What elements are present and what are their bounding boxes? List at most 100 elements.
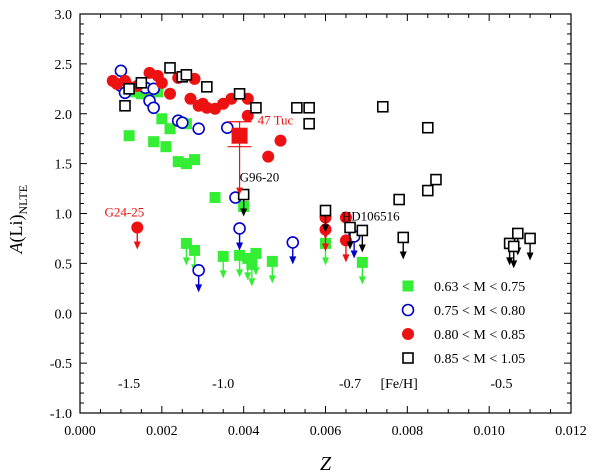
limit-arrow-head xyxy=(399,251,407,260)
y-tick-label: 2.5 xyxy=(55,58,73,73)
annotation-label: G24-25 xyxy=(105,204,145,219)
data-marks-group: 47 Tuc xyxy=(106,62,536,293)
upper-limit-arrow xyxy=(236,232,244,251)
limit-arrow-head xyxy=(240,208,248,217)
legend-marker xyxy=(401,303,415,317)
x-tick-label: 0.008 xyxy=(392,424,424,439)
limit-arrow-head xyxy=(252,267,260,276)
upper-limit-point xyxy=(507,240,520,253)
y-tick-label: -0.5 xyxy=(50,357,72,372)
upper-limit-arrow xyxy=(236,259,244,278)
data-point xyxy=(147,82,160,96)
upper-limit-point xyxy=(180,237,192,249)
data-point xyxy=(221,121,234,135)
upper-limit-point xyxy=(233,222,246,235)
highlight-marker xyxy=(231,127,248,144)
limit-arrow-head xyxy=(322,243,329,252)
upper-limit-arrow xyxy=(252,257,260,276)
upper-limit-point xyxy=(397,231,410,244)
data-point xyxy=(201,81,213,93)
data-point xyxy=(393,193,405,206)
x-axis-title: Z xyxy=(320,453,332,475)
upper-limit-arrow xyxy=(526,242,534,261)
limit-arrow-head xyxy=(322,257,329,266)
data-point xyxy=(148,136,160,148)
feh-tick-label: -1.5 xyxy=(118,377,140,392)
upper-limit-arrow xyxy=(399,241,407,260)
annotation-label: G96-20 xyxy=(240,170,280,185)
upper-limit-point xyxy=(189,244,201,256)
upper-limit-arrow xyxy=(133,231,141,250)
upper-limit-arrow xyxy=(195,274,203,293)
feh-tick-label: -0.5 xyxy=(490,377,512,392)
data-point xyxy=(376,100,389,113)
feh-axis-label: [Fe/H] xyxy=(380,377,417,392)
upper-limit-arrow xyxy=(182,247,190,266)
data-point xyxy=(209,192,221,204)
series-3 xyxy=(106,66,352,263)
upper-limit-arrow xyxy=(268,265,276,284)
upper-limit-point xyxy=(512,227,524,240)
upper-limit-arrow xyxy=(248,268,256,287)
legend-label: 0.63 < M < 0.75 xyxy=(434,280,525,295)
limit-arrow-head xyxy=(526,252,534,261)
data-point xyxy=(155,76,168,89)
y-tick-label: 2.0 xyxy=(55,108,73,123)
x-tick-label: 0.012 xyxy=(555,424,587,439)
feh-tick-label: -0.7 xyxy=(339,377,361,392)
x-tick-label: 0.002 xyxy=(146,424,178,439)
upper-limit-point xyxy=(234,249,246,261)
legend-marker xyxy=(402,352,414,364)
upper-limit-arrow xyxy=(240,198,248,217)
data-point xyxy=(339,211,352,224)
legend-marker xyxy=(402,280,414,292)
data-point xyxy=(135,77,148,89)
upper-limit-arrow xyxy=(289,246,297,265)
y-tick-label: 1.5 xyxy=(55,158,73,173)
y-tick-label: 0.0 xyxy=(55,307,73,322)
data-point xyxy=(421,121,434,134)
x-tick-label: 0.004 xyxy=(228,424,260,439)
data-point xyxy=(160,141,172,153)
data-point xyxy=(114,64,128,78)
limit-arrow-head xyxy=(506,257,514,266)
data-point xyxy=(123,83,135,95)
y-axis-title: A(Li)NLTE xyxy=(6,185,30,255)
data-point xyxy=(135,88,147,100)
legend-marker xyxy=(402,328,414,340)
upper-limit-point xyxy=(344,221,356,234)
data-point xyxy=(430,173,442,186)
data-point xyxy=(147,101,160,115)
upper-limit-arrow xyxy=(358,234,366,253)
data-point xyxy=(421,184,434,197)
limit-arrow-head xyxy=(346,241,354,250)
feh-axis-group: -1.5 -1.0 -0.7 -0.5 [Fe/H] xyxy=(118,377,513,392)
y-tick-label: -1.0 xyxy=(50,407,72,422)
data-point xyxy=(250,101,262,114)
upper-limit-point xyxy=(131,221,144,234)
upper-limit-point xyxy=(524,232,536,245)
limit-arrow-head xyxy=(358,276,366,285)
y-tick-label: 0.5 xyxy=(55,257,73,272)
highlight-connector-head xyxy=(236,187,244,195)
annotations-group: G96-20 G24-25 HD106516 xyxy=(105,170,401,224)
data-point xyxy=(180,158,192,170)
limit-arrow-head xyxy=(350,250,358,259)
legend-label: 0.80 < M < 0.85 xyxy=(434,328,525,343)
series-4 xyxy=(119,62,536,269)
data-point xyxy=(262,150,275,163)
legend: 0.63 < M < 0.75 0.75 < M < 0.80 0.80 < M <… xyxy=(401,280,525,367)
annotation-label: HD106516 xyxy=(342,208,400,223)
limit-arrow-head xyxy=(236,242,244,251)
limit-arrow-head xyxy=(133,241,141,250)
data-point xyxy=(156,113,168,125)
upper-limit-arrow xyxy=(322,214,329,233)
data-point xyxy=(192,122,205,136)
limit-arrow-head xyxy=(322,224,329,233)
data-point xyxy=(184,92,197,105)
data-point xyxy=(233,88,246,100)
highlight-47tuc: 47 Tuc xyxy=(227,113,294,195)
limit-arrow-head xyxy=(268,275,276,284)
data-point xyxy=(164,87,177,100)
